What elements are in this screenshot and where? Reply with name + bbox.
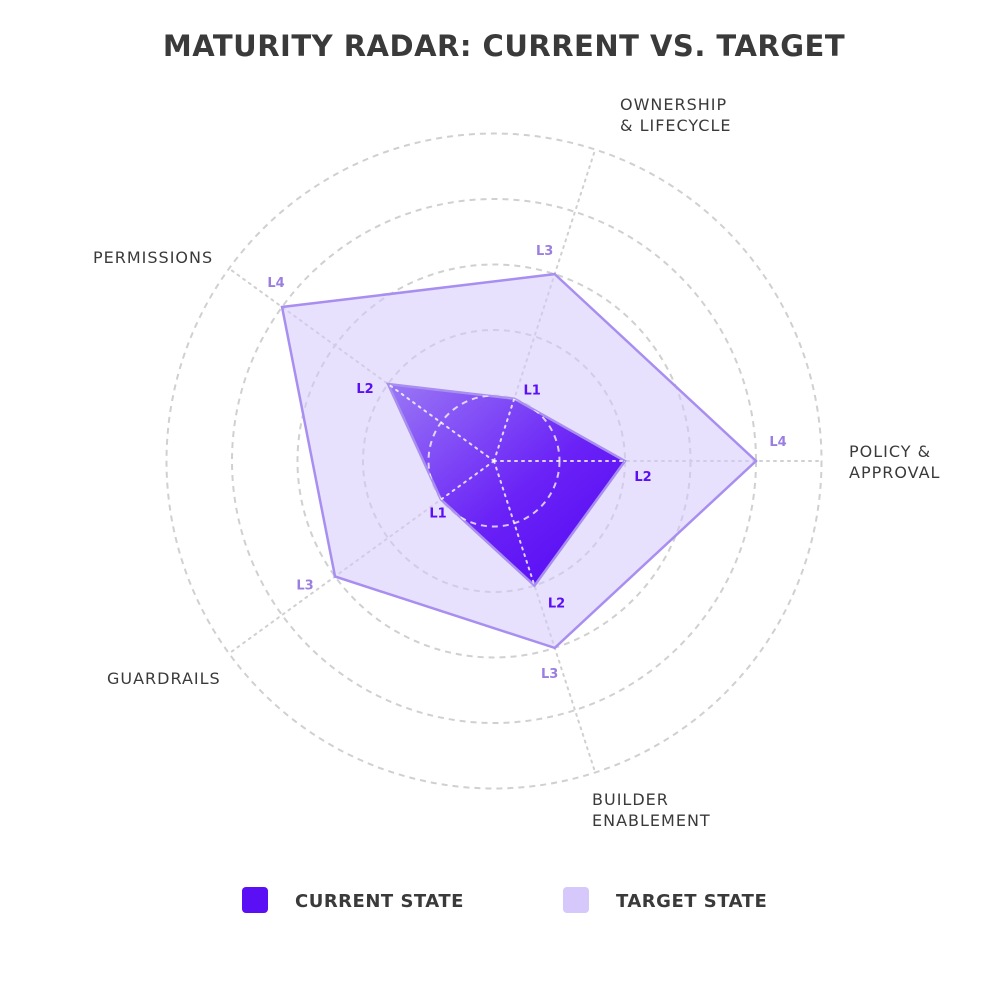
legend-item-2: TARGET STATE [563,887,767,913]
current-level-label-5: L2 [356,382,373,397]
current-level-label-1: L1 [524,384,541,399]
target-level-label-5: L4 [267,276,284,291]
current-level-label-2: L2 [634,470,651,485]
axis-label-3-line-2: ENABLEMENT [592,811,711,830]
grid-ring-5 [165,132,823,790]
legend: CURRENT STATE TARGET STATE [242,887,767,913]
axis-label-2-line-1: POLICY & [849,442,931,461]
axis-label-1: OWNERSHIP & LIFECYCLE [620,95,732,135]
current-series [385,382,627,588]
axis-label-1-line-1: OWNERSHIP [620,95,727,114]
chart-title: MATURITY RADAR: CURRENT VS. TARGET [163,29,845,63]
overlay-spoke-5 [388,384,495,462]
legend-swatch-1 [242,887,268,913]
target-level-label-3: L3 [541,667,558,682]
axis-label-3: BUILDER ENABLEMENT [592,790,711,830]
current-level-label-4: L1 [429,507,446,522]
legend-label-2: TARGET STATE [616,891,767,912]
radar-series [280,272,758,650]
axis-label-4-line-1: GUARDRAILS [107,669,221,688]
target-level-label-1: L3 [536,244,553,259]
overlay-spoke-3 [493,460,536,586]
axis-label-3-line-1: BUILDER [592,790,669,809]
legend-item-1: CURRENT STATE [242,887,464,913]
legend-swatch-2 [563,887,589,913]
current-area [385,382,627,588]
axis-label-2: POLICY & APPROVAL [849,442,940,482]
level-labels: L3 L4 L3 L3 L4 L1 L2 L2 L1 L2 [267,244,786,682]
axis-label-1-line-2: & LIFECYCLE [620,116,732,135]
axis-label-5-line-1: PERMISSIONS [93,248,213,267]
target-level-label-4: L3 [296,579,313,594]
current-level-label-3: L2 [548,597,565,612]
axis-label-2-line-2: APPROVAL [849,463,940,482]
axis-labels: OWNERSHIP & LIFECYCLE POLICY & APPROVAL BUIL… [93,95,940,830]
axis-label-4: GUARDRAILS [107,669,221,688]
axis-label-5: PERMISSIONS [93,248,213,267]
target-level-label-2: L4 [769,435,786,450]
legend-label-1: CURRENT STATE [295,891,464,912]
